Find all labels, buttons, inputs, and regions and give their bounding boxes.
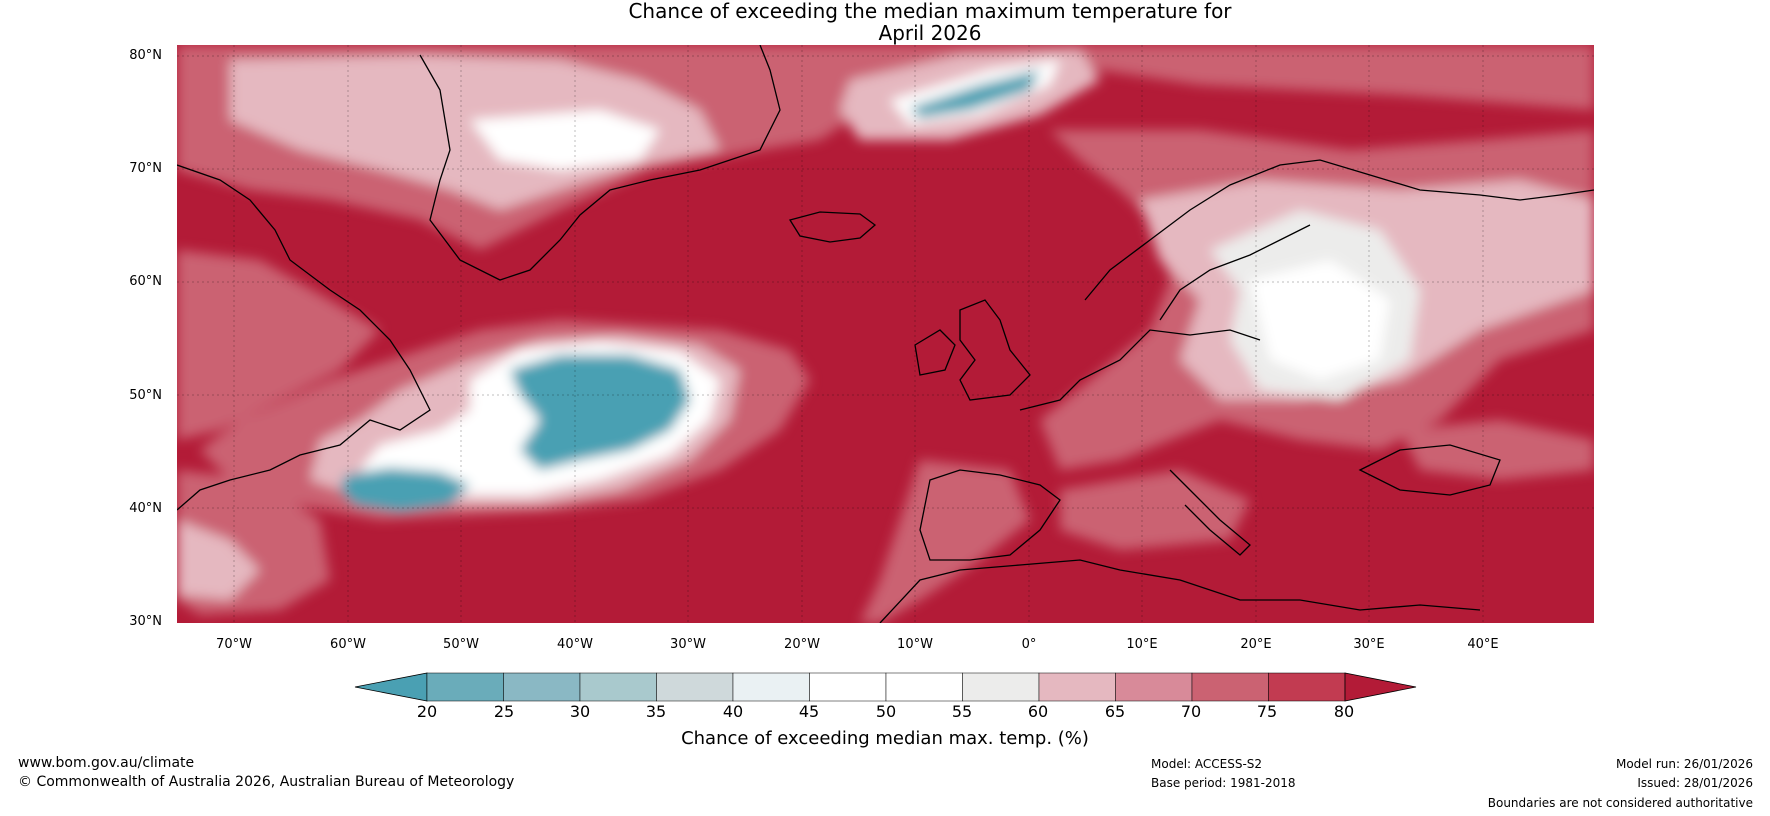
colorbar-segment — [732, 672, 810, 702]
lon-label-20e: 20°E — [1240, 637, 1272, 652]
lon-label-30w: 30°W — [670, 637, 706, 652]
colorbar-tick-50: 50 — [875, 702, 897, 721]
iceland-coast — [788, 211, 877, 243]
footer-website: www.bom.gov.au/climate — [18, 755, 195, 771]
lon-label-10e: 10°E — [1126, 637, 1158, 652]
norway-coast — [1084, 159, 1594, 301]
footer-base-period: Base period: 1981-2018 — [1151, 776, 1296, 790]
footer-disclaimer: Boundaries are not considered authoritat… — [1487, 796, 1753, 810]
lon-label-30e: 30°E — [1353, 637, 1385, 652]
colorbar-segment — [503, 672, 581, 702]
europe-coast — [1019, 329, 1261, 411]
lat-label-60n: 60°N — [129, 274, 162, 289]
colorbar-segment — [1115, 672, 1193, 702]
lon-label-10w: 10°W — [897, 637, 933, 652]
lat-label-70n: 70°N — [129, 161, 162, 176]
colorbar-segment — [1268, 672, 1346, 702]
lon-label-0: 0° — [1021, 637, 1037, 652]
lon-label-20w: 20°W — [784, 637, 820, 652]
greenland-coast — [419, 45, 781, 281]
colorbar-title: Chance of exceeding median max. temp. (%… — [681, 728, 1089, 749]
colorbar-tick-35: 35 — [645, 702, 667, 721]
colorbar-segment — [809, 672, 887, 702]
colorbar-tick-70: 70 — [1180, 702, 1202, 721]
footer-model: Model: ACCESS-S2 — [1151, 757, 1263, 771]
colorbar-tick-75: 75 — [1256, 702, 1278, 721]
colorbar-segment — [1038, 672, 1116, 702]
colorbar-tick-60: 60 — [1027, 702, 1049, 721]
colorbar-extend-high — [1344, 672, 1417, 702]
lon-label-50w: 50°W — [443, 637, 479, 652]
footer-issued: Issued: 28/01/2026 — [1637, 776, 1753, 790]
lat-label-80n: 80°N — [129, 48, 162, 63]
colorbar-tick-65: 65 — [1104, 702, 1126, 721]
lon-label-40e: 40°E — [1467, 637, 1499, 652]
footer-copyright: © Commonwealth of Australia 2026, Austra… — [18, 774, 515, 790]
colorbar-extend-low — [354, 672, 428, 702]
colorbar-tick-45: 45 — [798, 702, 820, 721]
colorbar-tick-40: 40 — [722, 702, 744, 721]
colorbar-segment — [426, 672, 504, 702]
italy-coast — [1169, 469, 1251, 556]
colorbar-tick-30: 30 — [569, 702, 591, 721]
lat-label-30n: 30°N — [129, 614, 162, 629]
colorbar-tick-25: 25 — [493, 702, 515, 721]
lat-label-50n: 50°N — [129, 388, 162, 403]
lat-label-40n: 40°N — [129, 501, 162, 516]
lon-label-70w: 70°W — [216, 637, 252, 652]
colorbar-segment — [962, 672, 1040, 702]
britain-coast — [959, 299, 1031, 401]
lon-label-60w: 60°W — [330, 637, 366, 652]
colorbar-tick-55: 55 — [951, 702, 973, 721]
ireland-coast — [914, 329, 956, 376]
footer-model-run: Model run: 26/01/2026 — [1615, 757, 1753, 771]
colorbar-tick-80: 80 — [1333, 702, 1355, 721]
gridlines — [177, 45, 1594, 623]
black-sea-coast — [1358, 444, 1501, 496]
colorbar-segment — [1191, 672, 1269, 702]
colorbar-segment — [579, 672, 657, 702]
iberia-coast — [919, 469, 1061, 561]
africa-coast — [879, 559, 1481, 623]
map-title-line2: April 2026 — [878, 21, 982, 45]
colorbar-segment — [656, 672, 734, 702]
colorbar-segment — [885, 672, 963, 702]
canada-coast — [177, 164, 431, 511]
sweden-coast — [1159, 224, 1311, 321]
anomaly-fields — [177, 45, 1594, 623]
coastlines — [177, 45, 1594, 623]
map-title-line1: Chance of exceeding the median maximum t… — [628, 0, 1232, 23]
colorbar-tick-20: 20 — [416, 702, 438, 721]
lon-label-40w: 40°W — [557, 637, 593, 652]
